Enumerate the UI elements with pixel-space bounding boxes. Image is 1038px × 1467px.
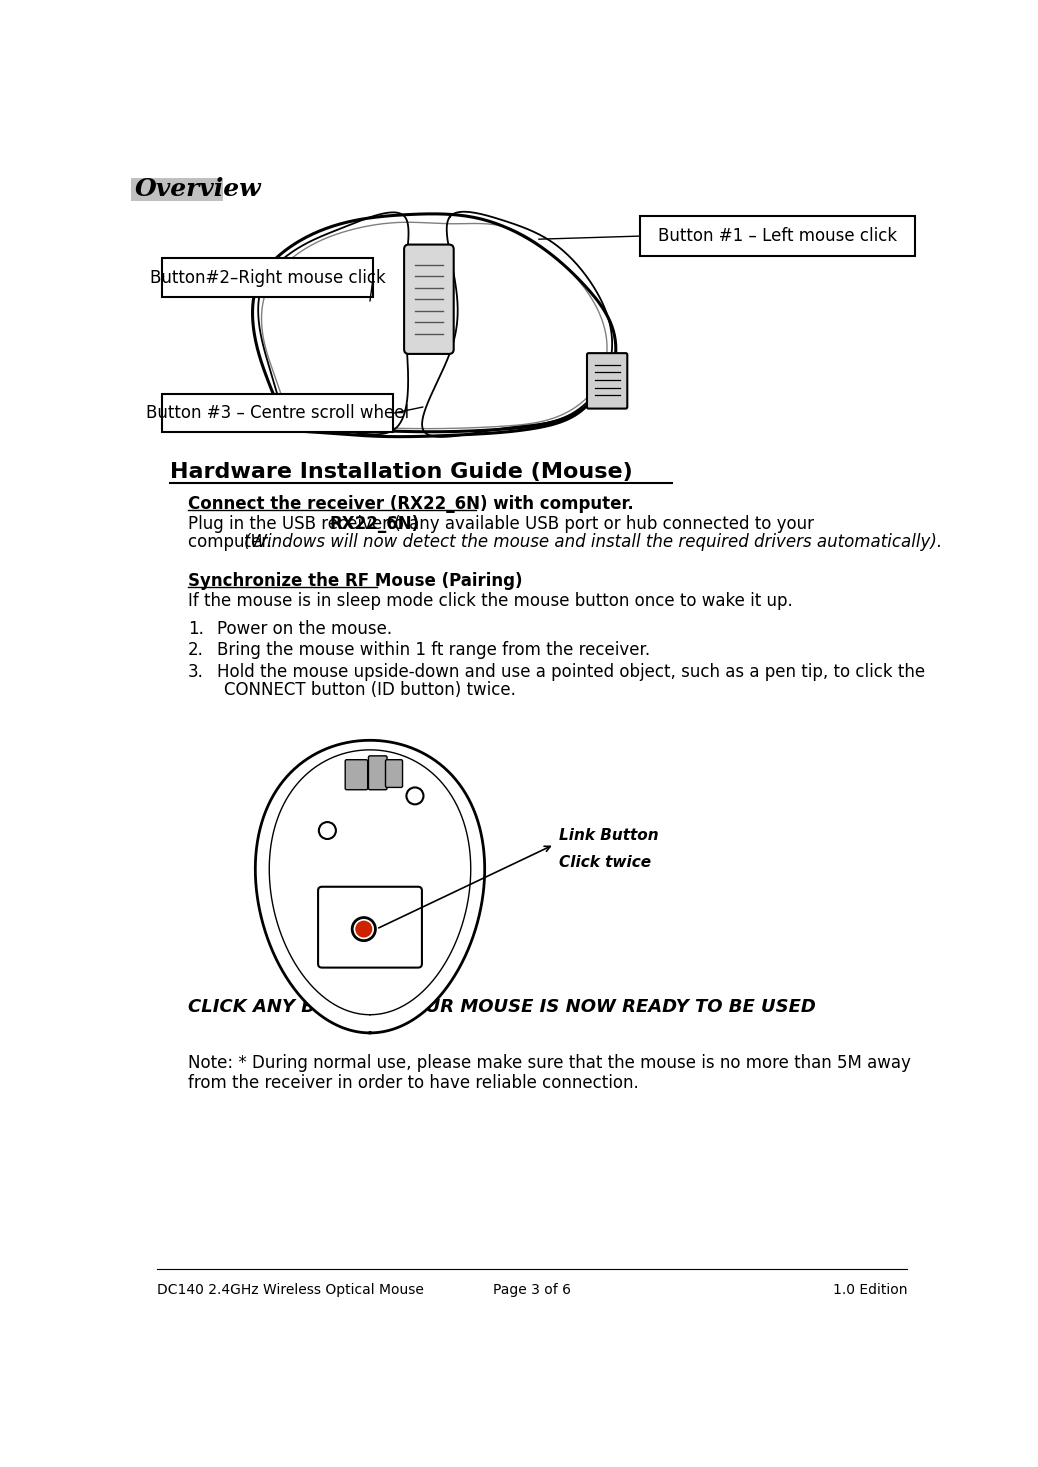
Text: Hardware Installation Guide (Mouse): Hardware Installation Guide (Mouse) — [170, 462, 633, 483]
FancyBboxPatch shape — [318, 886, 421, 968]
Text: DC140 2.4GHz Wireless Optical Mouse: DC140 2.4GHz Wireless Optical Mouse — [157, 1282, 424, 1297]
Text: Power on the mouse.: Power on the mouse. — [217, 619, 391, 638]
Bar — [162, 395, 393, 433]
FancyBboxPatch shape — [385, 760, 403, 788]
Text: 1.: 1. — [188, 619, 203, 638]
Text: Synchronize the RF Mouse (Pairing): Synchronize the RF Mouse (Pairing) — [188, 572, 522, 590]
Text: If the mouse is in sleep mode click the mouse button once to wake it up.: If the mouse is in sleep mode click the … — [188, 591, 793, 610]
Text: to any available USB port or hub connected to your: to any available USB port or hub connect… — [382, 515, 814, 533]
FancyBboxPatch shape — [346, 760, 367, 789]
Ellipse shape — [319, 822, 336, 839]
Text: CONNECT button (ID button) twice.: CONNECT button (ID button) twice. — [224, 681, 516, 700]
Text: Hold the mouse upside-down and use a pointed object, such as a pen tip, to click: Hold the mouse upside-down and use a poi… — [217, 663, 925, 681]
FancyBboxPatch shape — [131, 178, 223, 201]
Text: 3.: 3. — [188, 663, 203, 681]
FancyBboxPatch shape — [588, 354, 627, 409]
Ellipse shape — [352, 917, 376, 940]
Text: RX22_6N): RX22_6N) — [330, 515, 419, 533]
Text: Page 3 of 6: Page 3 of 6 — [493, 1282, 571, 1297]
Text: Connect the receiver (RX22_6N) with computer.: Connect the receiver (RX22_6N) with comp… — [188, 494, 633, 513]
FancyBboxPatch shape — [404, 245, 454, 354]
Text: Click twice: Click twice — [559, 855, 651, 870]
FancyBboxPatch shape — [368, 756, 387, 789]
Text: Bring the mouse within 1 ft range from the receiver.: Bring the mouse within 1 ft range from t… — [217, 641, 650, 659]
Text: (Windows will now detect the mouse and install the required drivers automaticall: (Windows will now detect the mouse and i… — [244, 534, 941, 552]
Text: Note: * During normal use, please make sure that the mouse is no more than 5M aw: Note: * During normal use, please make s… — [188, 1053, 910, 1072]
Text: Button #1 – Left mouse click: Button #1 – Left mouse click — [658, 227, 897, 245]
Text: Plug in the USB receiver (: Plug in the USB receiver ( — [188, 515, 401, 533]
Polygon shape — [252, 214, 616, 431]
Text: Link Button: Link Button — [559, 827, 659, 844]
Ellipse shape — [355, 921, 373, 937]
Text: Overview: Overview — [134, 178, 261, 201]
Text: computer.: computer. — [188, 534, 277, 552]
Text: 2.: 2. — [188, 641, 203, 659]
Bar — [639, 216, 914, 257]
Polygon shape — [255, 741, 485, 1033]
Text: 1.0 Edition: 1.0 Edition — [832, 1282, 907, 1297]
Ellipse shape — [407, 788, 424, 804]
Text: CLICK ANY BUTTON, YOUR MOUSE IS NOW READY TO BE USED: CLICK ANY BUTTON, YOUR MOUSE IS NOW READ… — [188, 999, 816, 1017]
Text: Button#2–Right mouse click: Button#2–Right mouse click — [149, 268, 385, 286]
Text: Button #3 – Centre scroll wheel: Button #3 – Centre scroll wheel — [146, 405, 409, 422]
Text: from the receiver in order to have reliable connection.: from the receiver in order to have relia… — [188, 1074, 638, 1091]
Bar — [162, 258, 373, 296]
